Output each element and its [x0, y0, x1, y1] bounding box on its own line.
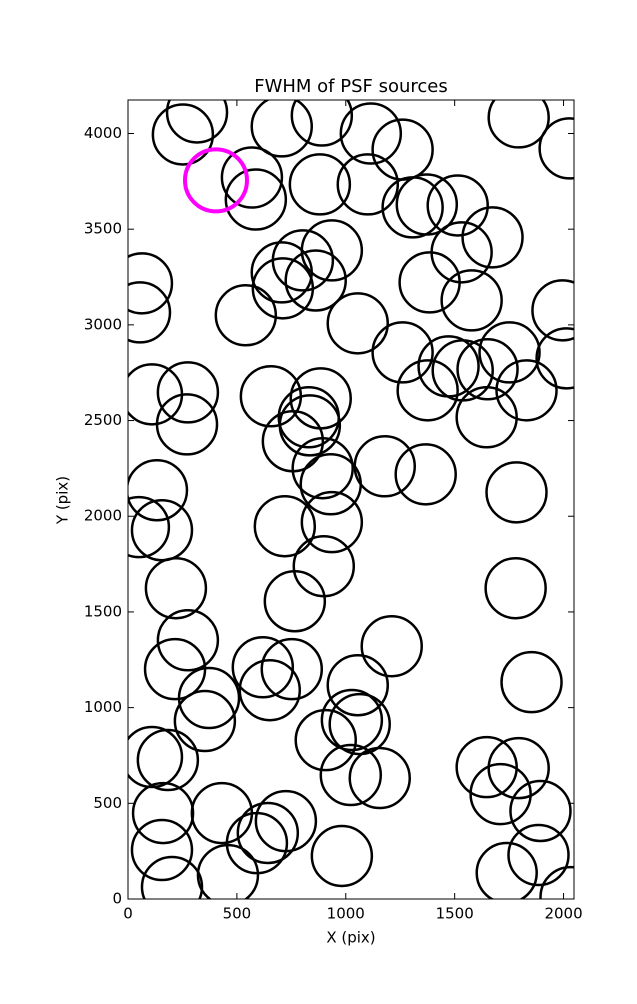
source	[231, 635, 295, 699]
source	[535, 327, 574, 390]
source	[177, 666, 241, 730]
source	[485, 461, 548, 524]
source	[539, 865, 574, 899]
source	[326, 653, 390, 717]
source	[455, 386, 518, 449]
source	[339, 102, 403, 165]
source	[509, 779, 572, 843]
source	[495, 359, 558, 422]
source	[398, 251, 461, 314]
source	[128, 252, 174, 315]
y-tick-label: 3500	[84, 220, 122, 238]
y-tick-label: 2500	[84, 411, 122, 429]
source	[260, 637, 324, 701]
source	[224, 168, 288, 231]
source	[250, 241, 313, 304]
source	[360, 614, 423, 678]
source	[394, 443, 457, 506]
x-tick-label: 2000	[544, 905, 582, 923]
source	[128, 725, 184, 789]
source	[290, 100, 354, 147]
source	[253, 494, 317, 558]
source	[136, 728, 200, 792]
x-tick-label: 1000	[327, 905, 365, 923]
source	[531, 279, 574, 342]
source	[538, 117, 574, 180]
y-axis-label: Y (pix)	[54, 476, 72, 525]
source	[238, 658, 302, 722]
source	[291, 436, 354, 500]
source	[278, 394, 342, 457]
source	[353, 435, 417, 498]
source	[456, 338, 519, 401]
source	[500, 650, 563, 714]
source	[173, 689, 237, 753]
source	[128, 458, 189, 522]
source	[469, 762, 532, 826]
source	[487, 100, 550, 149]
source	[484, 556, 547, 620]
highlight-source	[182, 147, 249, 214]
source	[151, 103, 215, 166]
source	[426, 174, 489, 237]
source	[156, 609, 220, 672]
y-tick-label: 2000	[84, 507, 122, 525]
source	[263, 569, 327, 633]
y-tick-label: 3000	[84, 315, 122, 333]
source	[371, 321, 434, 384]
source	[310, 824, 374, 888]
x-tick-label: 500	[223, 905, 252, 923]
source	[478, 321, 541, 384]
plot-frame	[127, 99, 575, 900]
source	[348, 746, 411, 810]
plot-area	[128, 100, 574, 899]
source	[320, 688, 384, 752]
source	[395, 173, 459, 236]
source	[319, 743, 383, 807]
source	[130, 498, 194, 562]
chart-title: FWHM of PSF sources	[254, 76, 448, 97]
source	[288, 153, 352, 216]
source	[455, 735, 518, 799]
source	[475, 841, 538, 899]
x-tick-label: 1500	[436, 905, 474, 923]
source	[300, 490, 364, 554]
source	[336, 153, 400, 216]
source	[236, 801, 300, 865]
y-tick-label: 1500	[84, 602, 122, 620]
source	[130, 818, 194, 882]
source	[165, 100, 229, 144]
source	[294, 708, 357, 772]
y-tick-label: 1000	[84, 698, 122, 716]
source	[487, 736, 550, 800]
y-tick-label: 0	[112, 890, 122, 908]
source	[326, 292, 390, 355]
source	[128, 495, 171, 559]
source	[155, 393, 219, 456]
y-tick-label: 500	[93, 794, 122, 812]
source	[140, 855, 204, 899]
y-tick-label: 4000	[84, 124, 122, 142]
source	[507, 823, 570, 887]
source	[196, 843, 260, 899]
x-tick-label: 0	[123, 905, 133, 923]
source	[284, 249, 347, 312]
x-axis-label: X (pix)	[326, 929, 375, 947]
source	[440, 269, 503, 332]
source	[214, 284, 278, 347]
source	[144, 556, 208, 620]
source	[220, 146, 284, 209]
source	[251, 257, 315, 320]
source	[250, 100, 313, 158]
source	[128, 281, 172, 344]
source	[396, 359, 459, 422]
source	[156, 361, 220, 424]
source	[461, 206, 524, 269]
